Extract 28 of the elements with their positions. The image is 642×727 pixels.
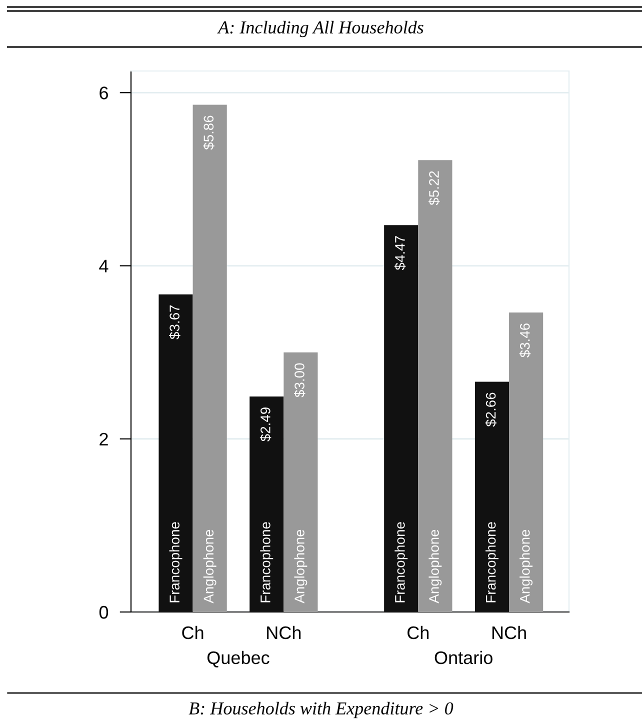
- x-tick-label: NCh: [267, 626, 301, 640]
- text: B: Households with Expenditure > 0: [188, 702, 454, 718]
- x-tick-label: Ch: [182, 626, 204, 640]
- data-label: $3.67: [169, 305, 180, 340]
- text: Francophone: [394, 522, 408, 602]
- x-tick-label: NCh: [492, 626, 526, 640]
- data-label: $2.49: [260, 408, 272, 442]
- chart-title: A: Including All Households: [217, 20, 424, 38]
- y-tick-label: 6: [100, 86, 108, 100]
- data-label: $4.47: [394, 236, 406, 270]
- data-label: $3.46: [519, 323, 531, 358]
- text: Quebec: [207, 650, 270, 668]
- y-tick-label: 4: [99, 260, 108, 272]
- y-tick-label: 0: [99, 606, 108, 619]
- text: Anglophone: [428, 530, 442, 604]
- data-label: $3.00: [294, 363, 306, 398]
- text: Francophone: [486, 522, 498, 602]
- series-label: Anglophone: [203, 530, 216, 604]
- text: Francophone: [260, 522, 274, 602]
- data-label: $2.66: [485, 392, 497, 427]
- data-label: $5.86: [203, 116, 214, 150]
- x-tick-label: Ch: [408, 626, 429, 640]
- text: Ontario: [434, 650, 492, 664]
- y-tick-label: 2: [100, 432, 108, 446]
- text: Anglophone: [294, 530, 308, 604]
- text: Anglophone: [520, 530, 533, 604]
- series-label: Francophone: [169, 522, 182, 602]
- data-label: $5.22: [428, 171, 440, 206]
